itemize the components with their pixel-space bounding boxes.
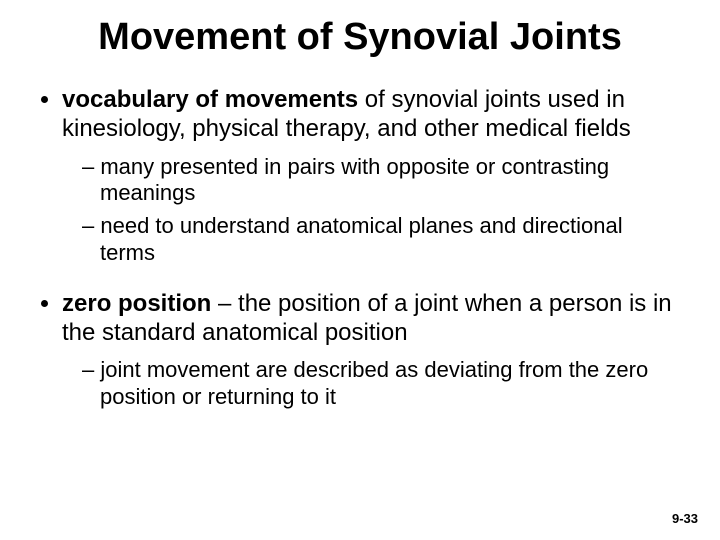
- bullet-2: zero position – the position of a joint …: [62, 289, 680, 411]
- bullet-list: vocabulary of movements of synovial join…: [62, 85, 680, 411]
- bullet-2-bold: zero position: [62, 290, 211, 317]
- bullet-1-sublist: many presented in pairs with opposite or…: [82, 154, 680, 267]
- page-number: 9-33: [672, 511, 698, 526]
- bullet-1-sub-1: many presented in pairs with opposite or…: [82, 154, 680, 208]
- slide-title: Movement of Synovial Joints: [40, 16, 680, 59]
- bullet-1-bold: vocabulary of movements: [62, 86, 358, 113]
- bullet-2-sublist: joint movement are described as deviatin…: [82, 357, 680, 411]
- bullet-1: vocabulary of movements of synovial join…: [62, 85, 680, 267]
- slide: Movement of Synovial Joints vocabulary o…: [0, 0, 720, 540]
- bullet-1-sub-2: need to understand anatomical planes and…: [82, 213, 680, 267]
- bullet-2-sub-1: joint movement are described as deviatin…: [82, 357, 680, 411]
